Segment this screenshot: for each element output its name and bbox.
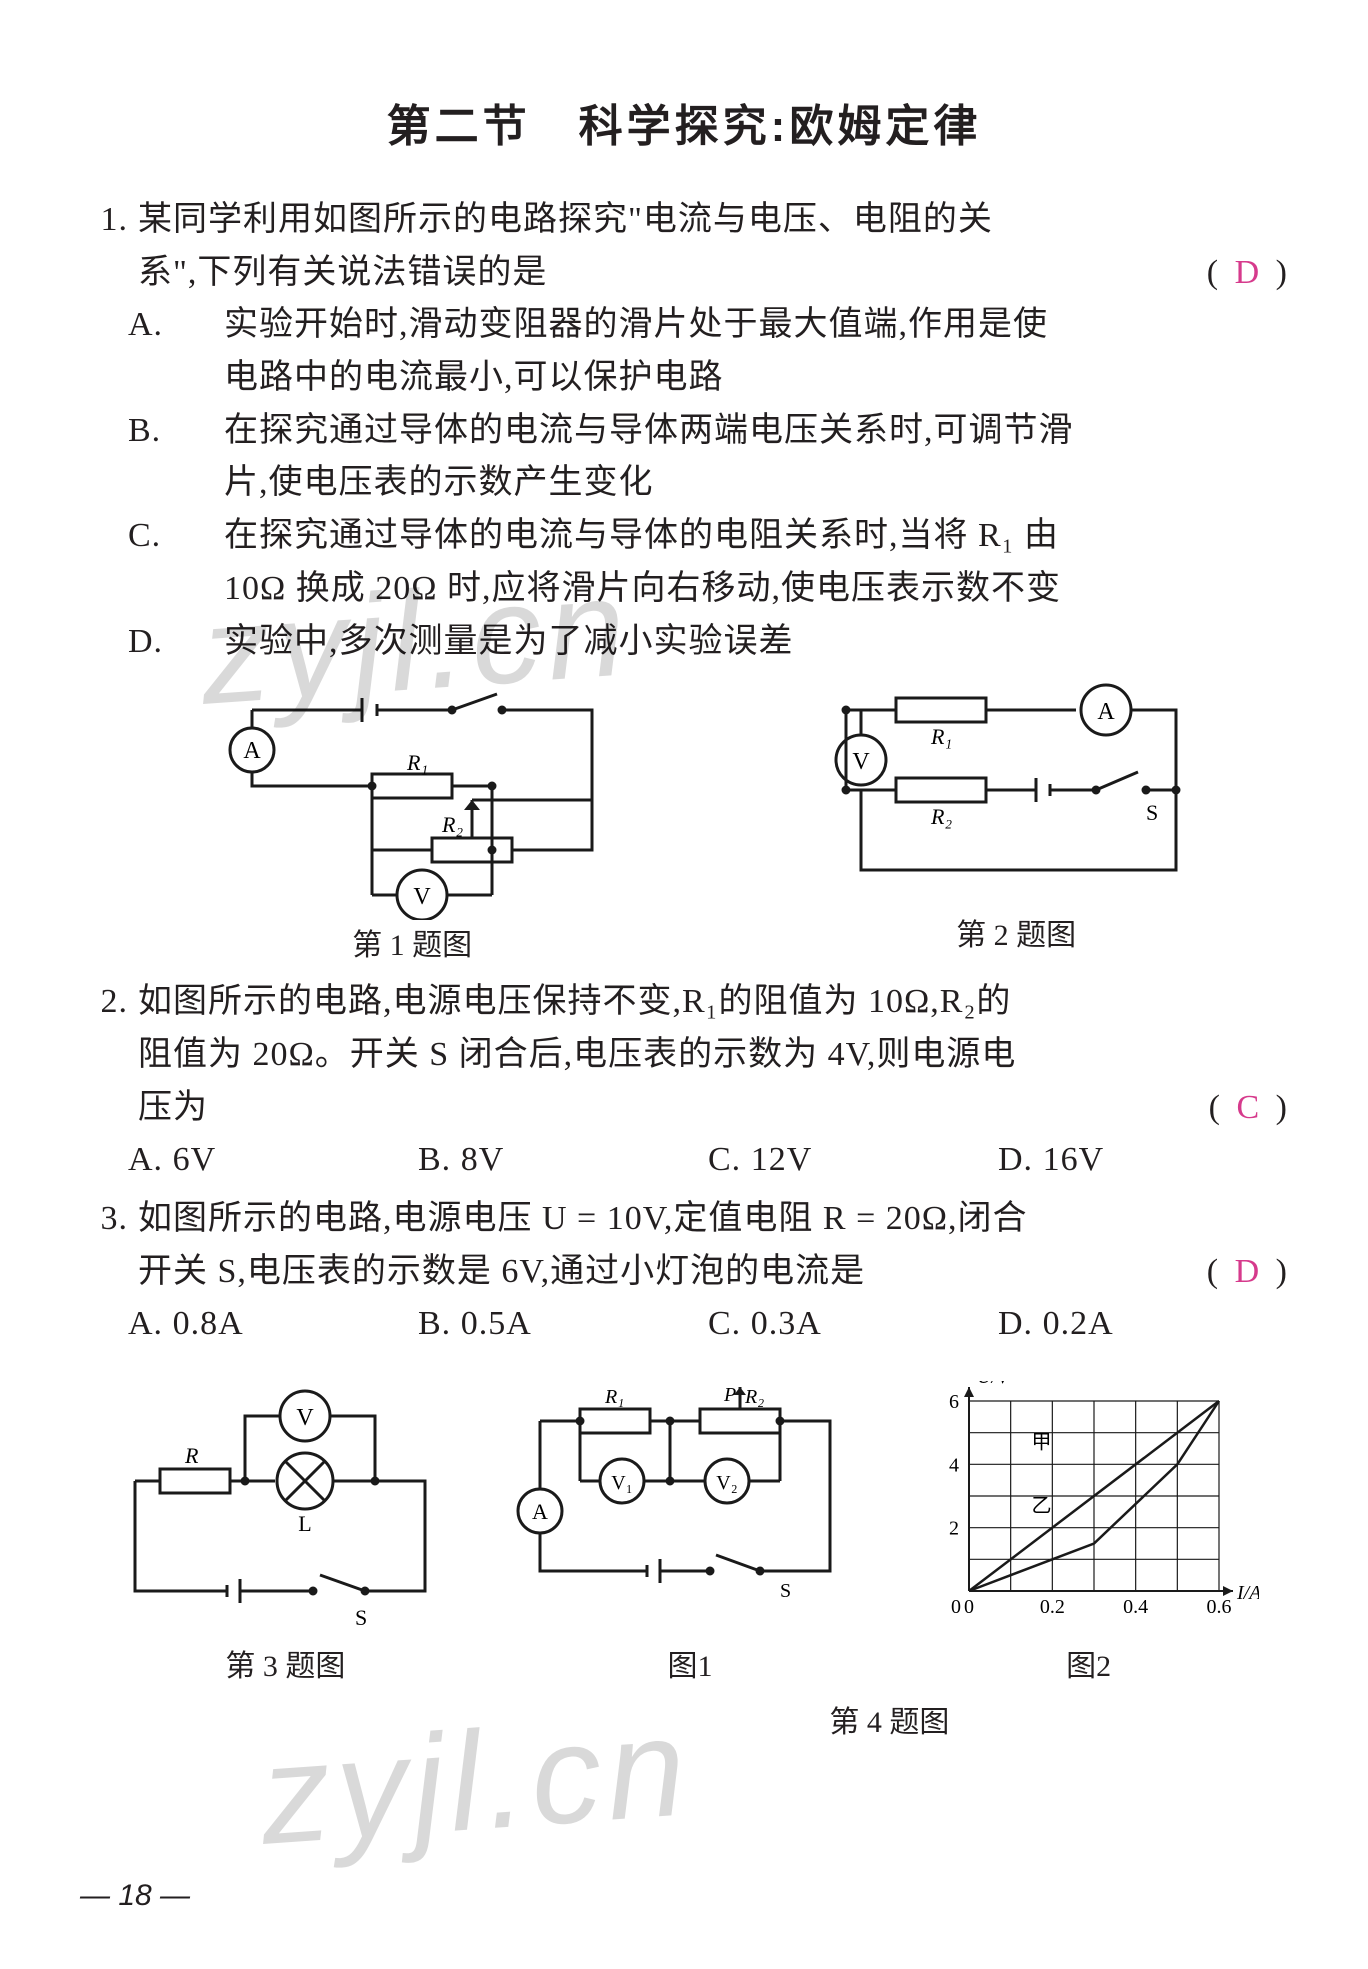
svg-text:R₂: R₂ [441, 812, 463, 837]
q2-stem-line-0: 如图所示的电路,电源电压保持不变,R₁的阻值为 10Ω,R₂的 [138, 976, 1288, 1029]
q4-panel1-label: 图1 [668, 1650, 713, 1683]
svg-text:A: A [532, 1499, 548, 1524]
fig-row-2: V R L S 第 3 题图 [80, 1381, 1288, 1685]
svg-text:S: S [1146, 800, 1158, 825]
svg-text:R₁: R₁ [406, 750, 428, 775]
svg-text:V: V [853, 749, 871, 775]
question-2: 2. 如图所示的电路,电源电压保持不变,R₁的阻值为 10Ω,R₂的 阻值为 2… [80, 976, 1288, 1187]
q3-stem-line-1: 开关 S,电压表的示数是 6V,通过小灯泡的电流是 [138, 1253, 865, 1290]
svg-text:U/V: U/V [977, 1381, 1012, 1388]
q2-answer: C [1230, 1089, 1266, 1126]
circuit-q2: A V R₁ R₂ S [806, 680, 1226, 910]
q3-number: 3. [80, 1193, 138, 1246]
svg-text:0: 0 [951, 1596, 961, 1618]
q2-number: 2. [80, 976, 138, 1029]
q2-fig-caption: 第 2 题图 [744, 910, 1288, 954]
svg-text:乙: 乙 [1031, 1495, 1051, 1517]
q3-stem-line-0: 如图所示的电路,电源电压 U = 10V,定值电阻 R = 20Ω,闭合 [138, 1193, 1288, 1246]
circuit-q1: A V R₁ R₂ [192, 680, 632, 920]
q3-answer: D [1229, 1253, 1267, 1290]
svg-text:4: 4 [949, 1454, 959, 1476]
svg-text:S: S [780, 1580, 791, 1602]
question-3: 3. 如图所示的电路,电源电压 U = 10V,定值电阻 R = 20Ω,闭合 … [80, 1193, 1288, 1351]
q1-number: 1. [80, 194, 138, 247]
chart-q4-panel2: 0 0.2 0.4 0.6 2 4 6 0 I/A U/V 甲乙 [919, 1381, 1259, 1641]
svg-text:V: V [414, 884, 432, 910]
page-number: — 18 — [80, 1879, 190, 1913]
question-1: 1. 某同学利用如图所示的电路探究"电流与电压、电阻的关 系",下列有关说法错误… [80, 194, 1288, 668]
svg-text:0.2: 0.2 [1039, 1596, 1064, 1618]
svg-text:甲: 甲 [1031, 1432, 1051, 1454]
q2-paren: ( C ) [1209, 1082, 1288, 1135]
q1-paren: ( D ) [1207, 247, 1288, 300]
circuit-q3: V R L S [105, 1381, 465, 1641]
svg-text:6: 6 [949, 1391, 959, 1413]
q3-paren: ( D ) [1207, 1246, 1288, 1299]
q1-stem-line-1: 系",下列有关说法错误的是 [138, 254, 547, 291]
q1-answer: D [1229, 254, 1267, 291]
svg-text:I/A: I/A [1236, 1582, 1259, 1604]
svg-text:V₁: V₁ [611, 1472, 632, 1494]
svg-text:A: A [1098, 699, 1116, 725]
page: 第二节 科学探究:欧姆定律 1. 某同学利用如图所示的电路探究"电流与电压、电阻… [0, 0, 1368, 1969]
q3-fig-caption: 第 3 题图 [80, 1641, 491, 1685]
q1-stem-line-0: 某同学利用如图所示的电路探究"电流与电压、电阻的关 [138, 194, 1288, 247]
svg-text:0.4: 0.4 [1123, 1596, 1148, 1618]
svg-text:0.6: 0.6 [1206, 1596, 1231, 1618]
fig-row-2-caption: 第 4 题图 [80, 1697, 1288, 1741]
svg-text:V₂: V₂ [716, 1472, 737, 1494]
svg-text:R₁: R₁ [604, 1386, 624, 1408]
q3-options: A. 0.8A B. 0.5A C. 0.3A D. 0.2A [128, 1298, 1288, 1351]
q2-stem-line-2: 压为 [138, 1089, 208, 1126]
q4-panel2-label: 图2 [1066, 1650, 1111, 1683]
fig-row-1: A V R₁ R₂ 第 1 题图 [80, 680, 1288, 964]
q2-stem-line-1: 阻值为 20Ω。开关 S 闭合后,电压表的示数为 4V,则电源电 [138, 1029, 1288, 1082]
svg-text:0: 0 [964, 1596, 974, 1618]
svg-text:V: V [297, 1405, 315, 1431]
section-title: 第二节 科学探究:欧姆定律 [80, 90, 1288, 154]
svg-text:P: P [723, 1384, 736, 1406]
svg-text:A: A [244, 738, 262, 764]
q4-fig-caption: 第 4 题图 [829, 1706, 949, 1739]
q2-options: A. 6V B. 8V C. 12V D. 16V [128, 1134, 1288, 1187]
svg-text:S: S [355, 1605, 367, 1630]
svg-text:R: R [184, 1443, 199, 1468]
q1-fig-caption: 第 1 题图 [80, 920, 744, 964]
circuit-q4-panel1: A V₁ V₂ R₁ R₂ P S [510, 1381, 870, 1641]
svg-text:R₂: R₂ [930, 804, 952, 829]
svg-text:2: 2 [949, 1518, 959, 1540]
svg-text:L: L [299, 1511, 312, 1536]
svg-text:R₁: R₁ [930, 724, 952, 749]
svg-text:R₂: R₂ [744, 1386, 764, 1408]
